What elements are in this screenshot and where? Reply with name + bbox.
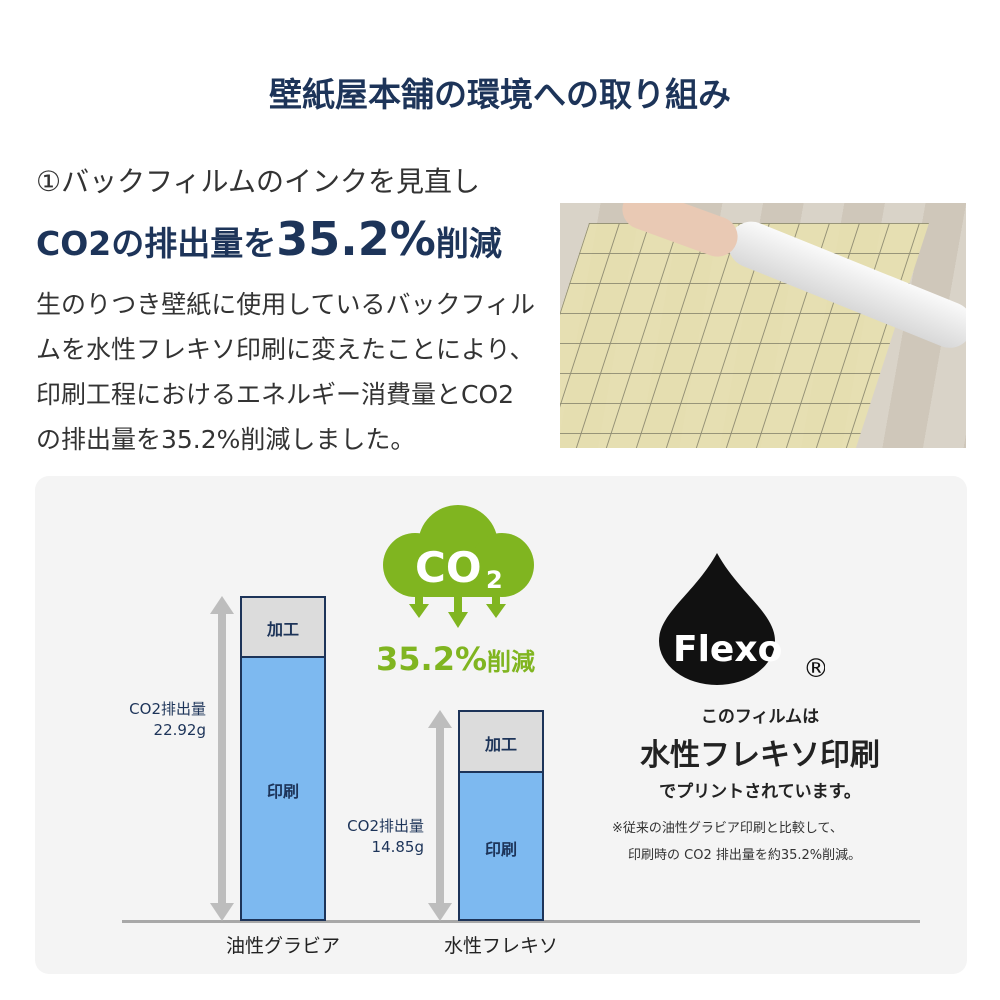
- segment-label: 加工: [484, 734, 517, 754]
- subtitle-text: バックフィルムのインクを見直し: [61, 165, 480, 198]
- segment-label: 印刷: [484, 839, 517, 859]
- flexo-line3: でプリントされています。: [659, 782, 861, 802]
- total-label: CO2排出量 22.92g: [100, 699, 206, 741]
- segment-label: 加工: [266, 619, 299, 639]
- flexo-note1: ※従来の油性グラビア印刷と比較して、: [612, 821, 843, 836]
- section-subtitle: ①バックフィルムのインクを見直し: [36, 160, 480, 200]
- headline-value: 35.2%: [276, 212, 436, 266]
- bar-segment-process: 加工: [458, 710, 544, 771]
- headline-suffix: 削減: [435, 224, 502, 263]
- page-title: 壁紙屋本舗の環境への取り組み: [269, 75, 731, 114]
- total-label-name: CO2排出量: [347, 816, 424, 835]
- flexo-logo-text: Flexo: [673, 629, 782, 670]
- section-number: ①: [36, 165, 62, 198]
- chart-baseline: [122, 920, 920, 923]
- bar-segment-process: 加工: [240, 596, 326, 656]
- cloud-subscript: 2: [486, 566, 503, 594]
- flexo-line1: このフィルムは: [700, 707, 820, 727]
- total-arrow: [210, 596, 234, 921]
- reduction-label: 削減: [487, 648, 536, 676]
- cloud-text: CO: [415, 543, 482, 592]
- flexo-drop-logo: Flexo ®: [659, 553, 825, 685]
- bar-segment-print: 印刷: [458, 770, 544, 921]
- section-description: 生のりつき壁紙に使用しているバックフィルムを水性フレキソ印刷に変えたことにより、…: [36, 290, 536, 454]
- co2-cloud-icon: CO 2: [383, 505, 534, 628]
- total-label: CO2排出量 14.85g: [318, 816, 424, 858]
- category-label: 水性フレキソ: [443, 935, 558, 957]
- registered-mark: ®: [803, 654, 825, 684]
- bar-segment-print: 印刷: [240, 655, 326, 921]
- total-label-value: 14.85g: [371, 837, 424, 856]
- headline-prefix: CO2の排出量を: [36, 224, 277, 263]
- section-headline: CO2の排出量を35.2%削減: [36, 212, 502, 266]
- reduction-value: 35.2%: [376, 640, 488, 678]
- flexo-note2: 印刷時の CO2 排出量を約35.2%削減。: [628, 848, 862, 863]
- flexo-line2: 水性フレキソ印刷: [640, 738, 880, 773]
- backfilm-photo: [560, 203, 966, 448]
- total-label-value: 22.92g: [153, 720, 206, 739]
- total-label-name: CO2排出量: [129, 699, 206, 718]
- reduction-text: 35.2%削減: [376, 640, 535, 678]
- category-label: 油性グラビア: [225, 935, 340, 957]
- segment-label: 印刷: [266, 782, 299, 802]
- total-arrow: [428, 710, 452, 921]
